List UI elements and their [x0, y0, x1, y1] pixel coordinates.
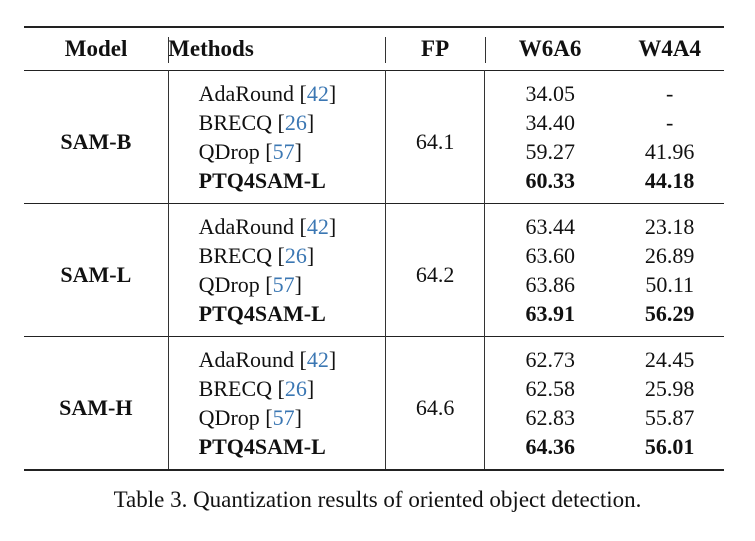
fp-cell: 64.6	[384, 336, 485, 470]
w4a4-cell: 41.96	[644, 139, 695, 164]
w4a4-cell: 23.18	[644, 214, 695, 239]
method-name: BRECQ	[198, 110, 273, 135]
method-cell: QDrop [57]	[167, 137, 386, 166]
method-cell: PTQ4SAM-L	[167, 432, 386, 470]
citation-link[interactable]: 57	[272, 405, 295, 430]
method-cell: AdaRound [42]	[167, 70, 386, 108]
w6a6-cell: 34.40	[484, 108, 616, 137]
w6a6-cell: 60.33	[484, 166, 616, 204]
w4a4-cell: 25.98	[644, 376, 695, 401]
table-row: QDrop [57] 62.83 55.87	[24, 403, 724, 432]
method-name: QDrop	[198, 405, 260, 430]
citation-link[interactable]: 26	[284, 110, 307, 135]
table-caption: Table 3. Quantization results of oriente…	[113, 487, 642, 512]
w4a4-cell: 56.29	[644, 301, 695, 326]
table-row: SAM-L AdaRound [42] 64.2 63.44 23.18	[24, 203, 724, 337]
table-row: PTQ4SAM-L 63.91 56.29	[24, 299, 724, 337]
citation-link[interactable]: 26	[284, 376, 307, 401]
table-row: SAM-H AdaRound [42] 64.6 62.73 24.45	[24, 336, 724, 470]
table-row: PTQ4SAM-L 64.36 56.01	[24, 432, 724, 470]
header-row: Model Methods FP W6A6 W4A4	[24, 27, 724, 71]
method-name: BRECQ	[198, 376, 273, 401]
table-row: BRECQ [26] 34.40 -	[24, 108, 724, 137]
method-name: PTQ4SAM-L	[198, 434, 326, 459]
citation-link[interactable]: 57	[272, 272, 295, 297]
citation-link[interactable]: 26	[284, 243, 307, 268]
results-table: Model Methods FP W6A6 W4A4 SAM-B AdaRound…	[24, 26, 724, 471]
model-cell: SAM-B	[60, 128, 132, 154]
w6a6-cell: 63.60	[484, 241, 616, 270]
table-row: PTQ4SAM-L 60.33 44.18	[24, 166, 724, 204]
fp-cell: 64.1	[384, 70, 485, 204]
method-cell: QDrop [57]	[167, 270, 386, 299]
w4a4-cell: 50.11	[645, 272, 694, 297]
w6a6-cell: 62.83	[484, 403, 616, 432]
header-w6a6: W6A6	[484, 27, 616, 71]
citation-link[interactable]: 42	[306, 214, 329, 239]
citation-link[interactable]: 57	[272, 139, 295, 164]
citation-link[interactable]: 42	[306, 81, 329, 106]
w4a4-cell: 44.18	[644, 168, 695, 193]
table-row: QDrop [57] 59.27 41.96	[24, 137, 724, 166]
citation-link[interactable]: 42	[306, 347, 329, 372]
w6a6-cell: 34.05	[484, 70, 616, 108]
method-cell: BRECQ [26]	[167, 108, 386, 137]
w6a6-cell: 63.44	[484, 203, 616, 241]
w4a4-cell: 56.01	[644, 434, 695, 459]
method-name: PTQ4SAM-L	[198, 168, 326, 193]
w4a4-cell: 24.45	[644, 347, 695, 372]
method-name: BRECQ	[198, 243, 273, 268]
method-name: QDrop	[198, 272, 260, 297]
method-cell: BRECQ [26]	[167, 241, 386, 270]
header-w4a4: W4A4	[638, 36, 701, 61]
method-cell: BRECQ [26]	[167, 374, 386, 403]
method-name: QDrop	[198, 139, 260, 164]
method-cell: QDrop [57]	[167, 403, 386, 432]
results-table-container: Model Methods FP W6A6 W4A4 SAM-B AdaRound…	[24, 26, 724, 471]
table-row: QDrop [57] 63.86 50.11	[24, 270, 724, 299]
model-cell: SAM-L	[60, 261, 132, 287]
table-row: BRECQ [26] 63.60 26.89	[24, 241, 724, 270]
w6a6-cell: 62.58	[484, 374, 616, 403]
method-cell: PTQ4SAM-L	[167, 299, 386, 337]
method-cell: AdaRound [42]	[167, 203, 386, 241]
table-row: SAM-B AdaRound [42] 64.1 34.05 -	[24, 70, 724, 204]
model-cell: SAM-H	[59, 394, 133, 420]
table-row: BRECQ [26] 62.58 25.98	[24, 374, 724, 403]
method-name: AdaRound	[198, 347, 294, 372]
w4a4-cell: 26.89	[644, 243, 695, 268]
w6a6-cell: 63.91	[484, 299, 616, 337]
method-name: AdaRound	[198, 81, 294, 106]
w4a4-cell: 55.87	[644, 405, 695, 430]
header-methods: Methods	[168, 27, 385, 71]
w6a6-cell: 59.27	[484, 137, 616, 166]
w6a6-cell: 63.86	[484, 270, 616, 299]
fp-cell: 64.2	[384, 203, 485, 337]
table-header: Model Methods FP W6A6 W4A4	[24, 27, 724, 71]
method-cell: AdaRound [42]	[167, 336, 386, 374]
header-model: Model	[64, 36, 128, 61]
w6a6-cell: 62.73	[484, 336, 616, 374]
table-body: SAM-B AdaRound [42] 64.1 34.05- BRECQ [26] 34…	[24, 70, 724, 470]
w6a6-cell: 64.36	[484, 432, 616, 470]
method-name: PTQ4SAM-L	[198, 301, 326, 326]
method-cell: PTQ4SAM-L	[167, 166, 386, 204]
header-fp: FP	[385, 27, 484, 71]
w4a4-cell: -	[666, 110, 674, 135]
method-name: AdaRound	[198, 214, 294, 239]
w4a4-cell: -	[666, 81, 674, 106]
